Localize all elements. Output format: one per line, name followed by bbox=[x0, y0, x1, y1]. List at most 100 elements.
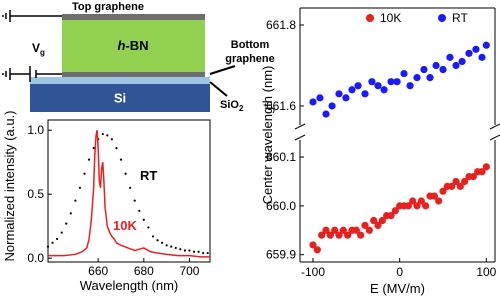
data-point bbox=[309, 98, 317, 106]
y-tick-label: 0.0 bbox=[27, 251, 44, 265]
data-dot bbox=[115, 147, 118, 150]
data-dot bbox=[165, 244, 168, 247]
data-point bbox=[458, 57, 466, 66]
data-dot bbox=[69, 212, 72, 215]
hbn-layer bbox=[62, 20, 205, 72]
y-tick-label: 661.6 bbox=[266, 99, 296, 113]
legend-marker bbox=[366, 14, 374, 22]
sio2-layer bbox=[30, 77, 210, 84]
data-point bbox=[469, 173, 477, 181]
data-point bbox=[432, 61, 440, 70]
data-point bbox=[387, 78, 395, 86]
data-point bbox=[335, 90, 343, 98]
data-point bbox=[478, 53, 486, 61]
bottom-graphene-label: Bottom bbox=[231, 39, 270, 51]
data-point bbox=[339, 226, 347, 234]
data-point bbox=[413, 74, 421, 82]
data-dot bbox=[202, 251, 205, 255]
data-point bbox=[374, 221, 382, 229]
legend-label: 10K bbox=[380, 11, 401, 25]
data-point bbox=[461, 177, 469, 186]
data-dot bbox=[129, 186, 132, 189]
data-dot bbox=[119, 158, 123, 161]
data-point bbox=[380, 86, 388, 94]
bottom-graphene-layer bbox=[62, 72, 205, 77]
si-layer bbox=[30, 84, 210, 112]
data-dot bbox=[101, 132, 104, 136]
si-label: Si bbox=[114, 90, 126, 105]
y-tick-label: 660.0 bbox=[266, 199, 296, 213]
data-point bbox=[352, 226, 360, 234]
data-point bbox=[342, 94, 350, 102]
y-tick-label: 659.9 bbox=[266, 248, 296, 262]
legend-marker bbox=[438, 14, 446, 22]
y-tick-label: 661.8 bbox=[266, 18, 296, 32]
data-point bbox=[452, 177, 460, 186]
data-point bbox=[426, 74, 434, 82]
arrow bbox=[209, 81, 228, 97]
data-point bbox=[409, 197, 417, 205]
x-tick-label: 660 bbox=[88, 264, 108, 278]
data-point bbox=[439, 65, 447, 74]
hbn-italic: h bbox=[117, 38, 125, 53]
data-point bbox=[361, 90, 369, 98]
data-point bbox=[482, 163, 490, 171]
data-dot bbox=[133, 199, 136, 202]
data-point bbox=[456, 182, 464, 190]
data-point bbox=[387, 212, 395, 220]
data-point bbox=[354, 82, 362, 90]
series-label: 10K bbox=[113, 218, 137, 233]
data-point bbox=[313, 246, 321, 254]
y-axis-label: Normalized intensity (a.u.) bbox=[2, 111, 17, 262]
plot-frame bbox=[47, 119, 211, 263]
gate-circuit bbox=[2, 66, 62, 82]
data-point bbox=[400, 69, 408, 78]
y-tick-label: 1.0 bbox=[27, 123, 44, 137]
data-point bbox=[472, 45, 480, 53]
data-dot bbox=[151, 235, 155, 238]
axis-break bbox=[489, 123, 500, 141]
data-point bbox=[404, 202, 412, 210]
gate-sub: g bbox=[40, 48, 45, 57]
y-tick-label: 660.1 bbox=[266, 150, 296, 164]
data-point bbox=[322, 110, 330, 118]
x-axis-label: E (MV/m) bbox=[370, 281, 425, 296]
data-point bbox=[370, 216, 378, 225]
data-point bbox=[368, 78, 376, 86]
data-point bbox=[422, 202, 430, 210]
data-point bbox=[393, 78, 401, 86]
data-point bbox=[439, 187, 447, 195]
data-point bbox=[344, 231, 352, 239]
data-dot bbox=[78, 186, 82, 189]
data-point bbox=[361, 221, 369, 229]
data-dot bbox=[142, 218, 145, 221]
gate-main: V bbox=[32, 41, 40, 55]
data-dot bbox=[197, 250, 200, 253]
data-dot bbox=[147, 226, 150, 229]
data-point bbox=[482, 41, 490, 49]
data-dot bbox=[179, 248, 182, 251]
device-diagram: Top graphene h-BN Si Bottom graphene SiO… bbox=[2, 1, 275, 113]
data-point bbox=[391, 207, 399, 215]
series-label: RT bbox=[140, 168, 157, 183]
arrow bbox=[209, 65, 236, 75]
bottom-graphene-label: graphene bbox=[225, 53, 275, 65]
x-tick-label: 680 bbox=[134, 264, 154, 278]
data-point bbox=[328, 102, 336, 110]
x-tick-label: 700 bbox=[179, 264, 199, 278]
data-dot bbox=[174, 246, 177, 250]
y-tick-label: 0.5 bbox=[27, 187, 44, 201]
data-dot bbox=[83, 172, 86, 175]
data-dot bbox=[183, 249, 187, 252]
data-point bbox=[365, 226, 373, 234]
top-graphene-layer bbox=[62, 14, 205, 20]
data-point bbox=[413, 202, 421, 210]
data-point bbox=[406, 82, 414, 90]
data-point bbox=[446, 53, 454, 61]
data-dot bbox=[51, 241, 54, 244]
data-point bbox=[316, 94, 324, 102]
axis-break bbox=[294, 123, 306, 141]
data-point bbox=[318, 231, 326, 239]
legend-label: RT bbox=[452, 11, 468, 25]
data-dot bbox=[87, 158, 91, 161]
